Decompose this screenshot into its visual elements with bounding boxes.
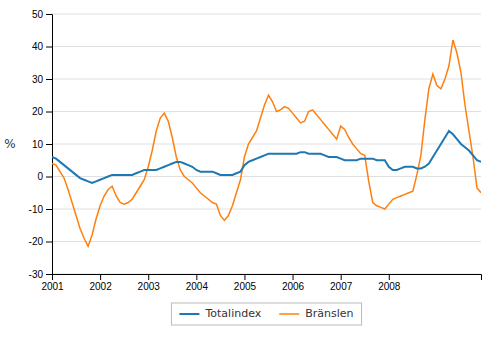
tick-mark xyxy=(46,274,52,275)
tick: 10 xyxy=(32,139,52,150)
tick-mark xyxy=(52,274,53,280)
series-line xyxy=(52,131,481,183)
tick-mark xyxy=(148,274,149,280)
chart: -30 -20 -10 0 10 20 30 40 50 2001 2002 2003 2004 2005… xyxy=(0,0,497,340)
grid-line xyxy=(52,111,481,112)
tick: 2007 xyxy=(330,274,353,292)
grid-line xyxy=(52,144,481,145)
legend-frame xyxy=(171,303,361,325)
tick-mark xyxy=(46,242,52,243)
grid xyxy=(52,14,481,274)
legend-item: Bränslen xyxy=(279,307,353,320)
grid-line xyxy=(52,46,481,47)
tick-label: 2002 xyxy=(89,281,112,292)
tick: 40 xyxy=(32,41,52,52)
legend-label: Totalindex xyxy=(204,307,261,320)
tick-label: 2006 xyxy=(282,281,305,292)
tick: 50 xyxy=(32,9,52,20)
tick: 2001 xyxy=(41,274,64,292)
tick-label: -30 xyxy=(29,269,44,280)
grid-line xyxy=(52,14,481,15)
tick: 2004 xyxy=(186,274,209,292)
lines xyxy=(52,40,481,246)
tick-mark xyxy=(46,144,52,145)
tick-mark xyxy=(46,47,52,48)
series-line xyxy=(52,40,481,246)
legend-swatch xyxy=(179,313,199,315)
legend: Totalindex Bränslen xyxy=(171,303,361,325)
tick-label: 2007 xyxy=(330,281,353,292)
tick-label: -20 xyxy=(29,236,44,247)
tick: -30 xyxy=(29,269,52,280)
tick-label: -10 xyxy=(29,204,44,215)
tick: 2008 xyxy=(378,274,401,292)
tick: 2006 xyxy=(282,274,305,292)
tick-mark xyxy=(46,112,52,113)
grid-line xyxy=(52,79,481,80)
tick-mark xyxy=(341,274,342,280)
tick-mark xyxy=(389,274,390,280)
tick-label: 50 xyxy=(32,9,44,20)
plot: -30 -20 -10 0 10 20 30 40 50 2001 2002 2003 2004 2005… xyxy=(29,9,482,292)
tick-label: 2001 xyxy=(41,281,64,292)
tick-label: 0 xyxy=(37,171,43,182)
grid-line xyxy=(52,209,481,210)
grid-line xyxy=(52,241,481,242)
tick-label: 2004 xyxy=(186,281,209,292)
tick-label: 10 xyxy=(32,139,44,150)
tick: 2002 xyxy=(89,274,112,292)
legend-item: Totalindex xyxy=(179,307,261,320)
tick-mark xyxy=(100,274,101,280)
tick-mark xyxy=(244,274,245,280)
tick: 0 xyxy=(37,171,52,182)
tick-label: 2005 xyxy=(234,281,257,292)
axis-line xyxy=(53,275,482,281)
tick-label: 30 xyxy=(32,74,44,85)
tick-label: 2003 xyxy=(138,281,161,292)
legend-label: Bränslen xyxy=(305,307,353,320)
tick-label: 20 xyxy=(32,106,44,117)
tick-mark xyxy=(46,14,52,15)
axis-line xyxy=(46,15,53,275)
tick: -10 xyxy=(29,204,52,215)
legend-swatch xyxy=(279,313,299,315)
y-label: % xyxy=(4,137,15,151)
tick-mark xyxy=(293,274,294,280)
tick-mark xyxy=(46,79,52,80)
tick: 20 xyxy=(32,106,52,117)
tick-mark xyxy=(46,209,52,210)
tick-mark xyxy=(46,177,52,178)
tick-mark xyxy=(196,274,197,280)
tick: 2003 xyxy=(138,274,161,292)
tick: -20 xyxy=(29,236,52,247)
tick-label: 2008 xyxy=(378,281,401,292)
y-axis: -30 -20 -10 0 10 20 30 40 50 xyxy=(29,9,53,280)
x-axis: 2001 2002 2003 2004 2005 2006 2007 2008 xyxy=(41,274,481,292)
tick: 2005 xyxy=(234,274,257,292)
tick-label: 40 xyxy=(32,41,44,52)
tick: 30 xyxy=(32,74,52,85)
